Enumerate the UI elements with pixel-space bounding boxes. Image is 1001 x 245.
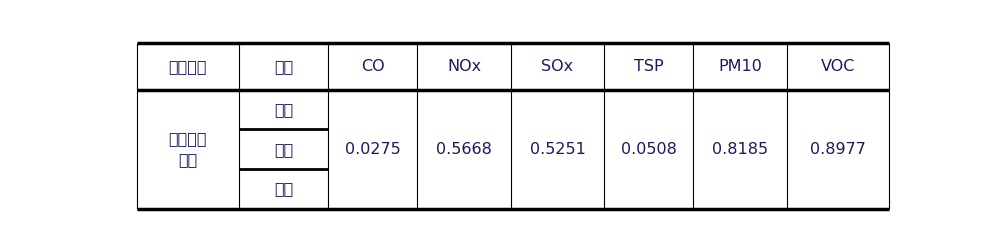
Text: 0.0508: 0.0508 (621, 142, 677, 157)
Text: CO: CO (361, 59, 384, 74)
Text: NOx: NOx (447, 59, 481, 74)
Text: 0.5251: 0.5251 (530, 142, 586, 157)
Text: 전망지표: 전망지표 (169, 59, 207, 74)
Text: VOC: VOC (821, 59, 855, 74)
Text: 인천: 인천 (274, 142, 293, 157)
Text: 0.0275: 0.0275 (345, 142, 400, 157)
Text: 서울: 서울 (274, 102, 293, 117)
Text: TSP: TSP (634, 59, 664, 74)
Text: 시도: 시도 (274, 59, 293, 74)
Text: 경기: 경기 (274, 181, 293, 196)
Text: 0.5668: 0.5668 (436, 142, 491, 157)
Text: 0.8185: 0.8185 (712, 142, 768, 157)
Text: 0.8977: 0.8977 (810, 142, 866, 157)
Text: SOx: SOx (542, 59, 574, 74)
Text: 산업단지
면적: 산업단지 면적 (169, 131, 207, 167)
Text: PM10: PM10 (718, 59, 762, 74)
